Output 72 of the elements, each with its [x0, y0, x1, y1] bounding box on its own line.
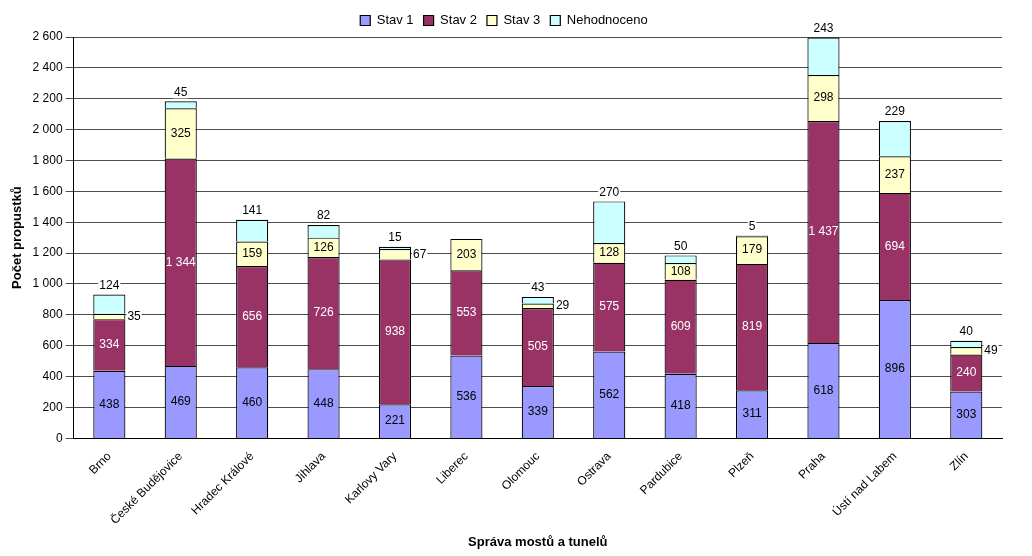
y-tick-label: 200 [42, 399, 63, 414]
data-label: 50 [673, 238, 688, 253]
data-label: 896 [884, 361, 906, 376]
data-label: 469 [170, 394, 192, 409]
data-label: 448 [313, 395, 334, 410]
data-label: 203 [456, 246, 477, 261]
data-label: 726 [313, 305, 334, 320]
data-label: 82 [316, 208, 331, 223]
x-axis-title: Správa mostů a tunelů [468, 533, 608, 549]
data-label: 938 [384, 324, 406, 339]
data-label: 67 [413, 246, 427, 261]
data-label: 126 [313, 239, 334, 254]
data-label: 229 [884, 104, 906, 119]
data-label: 575 [599, 299, 620, 314]
data-label: 45 [174, 84, 188, 99]
legend-label: Stav 1 [376, 12, 414, 28]
data-label: 311 [742, 406, 762, 421]
y-axis-title: Počet propustků [9, 186, 25, 289]
data-label: 29 [555, 298, 570, 313]
y-tick-label: 2 000 [32, 121, 63, 136]
data-label: 108 [670, 263, 691, 278]
y-tick-label: 2 200 [32, 91, 63, 106]
data-label: 49 [984, 343, 999, 358]
data-label: 553 [456, 305, 477, 320]
y-tick-label: 1 800 [32, 152, 63, 167]
data-label: 43 [531, 280, 545, 295]
y-tick-label: 1 600 [32, 183, 63, 198]
data-label: 179 [742, 242, 763, 257]
data-label: 562 [599, 387, 620, 402]
data-label: 438 [99, 396, 120, 411]
y-tick-label: 2 400 [32, 60, 63, 75]
y-tick-label: 800 [42, 307, 63, 322]
data-label: 418 [670, 398, 691, 413]
y-tick-label: 400 [42, 368, 63, 383]
data-label: 460 [242, 394, 263, 409]
data-label: 240 [956, 365, 977, 380]
legend-label: Stav 3 [503, 12, 541, 28]
y-tick-label: 1 200 [32, 245, 63, 260]
data-label: 303 [956, 407, 977, 422]
data-label: 694 [884, 238, 906, 253]
y-tick-label: 0 [55, 430, 63, 445]
data-label: 334 [99, 337, 120, 352]
data-label: 536 [456, 389, 477, 404]
data-label: 298 [813, 90, 834, 105]
data-label: 609 [670, 319, 691, 334]
data-label: 505 [527, 339, 549, 354]
x-tick-label: Zlín [946, 448, 971, 474]
data-label: 141 [242, 203, 263, 218]
data-label: 325 [170, 125, 192, 140]
y-tick-label: 1 400 [32, 214, 63, 229]
y-tick-label: 2 600 [32, 29, 63, 44]
data-label: 339 [527, 404, 549, 419]
data-label: 124 [99, 277, 120, 292]
data-label: 656 [242, 308, 263, 323]
data-label: 5 [748, 218, 756, 233]
data-label: 221 [384, 413, 406, 428]
data-label: 35 [127, 308, 142, 323]
y-tick-label: 1 000 [32, 276, 63, 291]
data-label: 159 [242, 246, 263, 261]
data-label: 237 [884, 166, 906, 181]
data-label: 40 [959, 324, 974, 339]
data-label: 270 [599, 184, 620, 199]
y-tick-label: 600 [42, 338, 63, 352]
data-label: 1 437 [808, 224, 839, 239]
legend-label: Nehodnoceno [566, 12, 648, 28]
data-label: 1 344 [165, 254, 197, 269]
data-label: 243 [813, 20, 834, 35]
data-label: 819 [742, 319, 763, 334]
legend-label: Stav 2 [440, 12, 477, 28]
data-label: 618 [813, 382, 834, 397]
data-label: 128 [599, 245, 620, 260]
data-label: 15 [388, 230, 402, 245]
